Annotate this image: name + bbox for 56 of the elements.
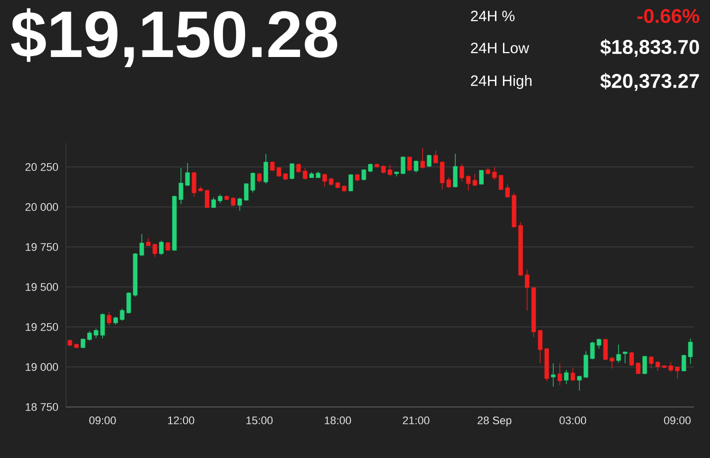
y-tick-label: 20 000 bbox=[26, 203, 58, 211]
candlestick bbox=[433, 150, 438, 164]
candlestick bbox=[558, 362, 562, 386]
x-tick-label: 21:00 bbox=[402, 416, 430, 424]
candlestick bbox=[230, 196, 236, 206]
text: $20,373.27 bbox=[600, 73, 699, 91]
text: $18,833.70 bbox=[600, 39, 699, 57]
candlestick bbox=[348, 174, 354, 192]
candlestick bbox=[668, 362, 674, 372]
candlestick bbox=[159, 240, 164, 256]
candlestick bbox=[152, 243, 158, 258]
candlestick bbox=[257, 172, 262, 184]
candlestick bbox=[250, 172, 256, 193]
candlestick bbox=[622, 351, 628, 364]
candlestick bbox=[420, 148, 425, 169]
y-tick-label: 18 750 bbox=[26, 403, 58, 411]
candlestick bbox=[551, 362, 556, 388]
text: 24H High bbox=[470, 75, 532, 89]
candlestick bbox=[322, 173, 327, 188]
y-tick-label: 19 000 bbox=[26, 363, 58, 371]
candlestick bbox=[564, 370, 569, 384]
candlestick bbox=[616, 344, 621, 364]
candlestick bbox=[426, 154, 432, 168]
y-tick-label: 19 250 bbox=[26, 323, 58, 331]
x-tick-label: 28 Sep bbox=[478, 416, 512, 426]
candlestick bbox=[479, 170, 484, 185]
x-tick-label: 15:00 bbox=[246, 416, 273, 424]
y-tick-label: 19 500 bbox=[26, 283, 58, 291]
candlestick bbox=[290, 162, 294, 180]
candlestick bbox=[446, 177, 451, 189]
y-tick-label: 19 750 bbox=[26, 243, 58, 251]
candlestick bbox=[140, 234, 144, 256]
text: 24H Low bbox=[470, 42, 530, 54]
candlestick bbox=[407, 156, 412, 172]
candlestick bbox=[106, 312, 112, 326]
candlestick bbox=[414, 160, 418, 173]
candlestick bbox=[538, 330, 542, 364]
y-tick-label: 20 250 bbox=[26, 163, 58, 171]
x-tick-label: 12:00 bbox=[168, 416, 194, 424]
candlestick bbox=[264, 154, 268, 184]
candlestick bbox=[453, 153, 458, 188]
candlestick bbox=[648, 356, 654, 369]
x-tick-label: 03:00 bbox=[560, 416, 586, 424]
x-tick-label: 09:00 bbox=[89, 416, 116, 424]
chart-title: $19,150.28 bbox=[11, 8, 338, 68]
x-tick-label: 18:00 bbox=[324, 416, 351, 424]
candlestick bbox=[440, 161, 444, 190]
candlestick bbox=[120, 308, 124, 321]
candlestick bbox=[570, 368, 576, 382]
x-tick-label: 09:00 bbox=[664, 416, 691, 424]
candlestick bbox=[238, 197, 242, 212]
candlestick bbox=[675, 366, 680, 380]
text: -0.66% bbox=[637, 8, 700, 24]
text: 24H % bbox=[470, 10, 514, 22]
candlestick bbox=[460, 163, 464, 182]
candlestick bbox=[126, 292, 131, 314]
